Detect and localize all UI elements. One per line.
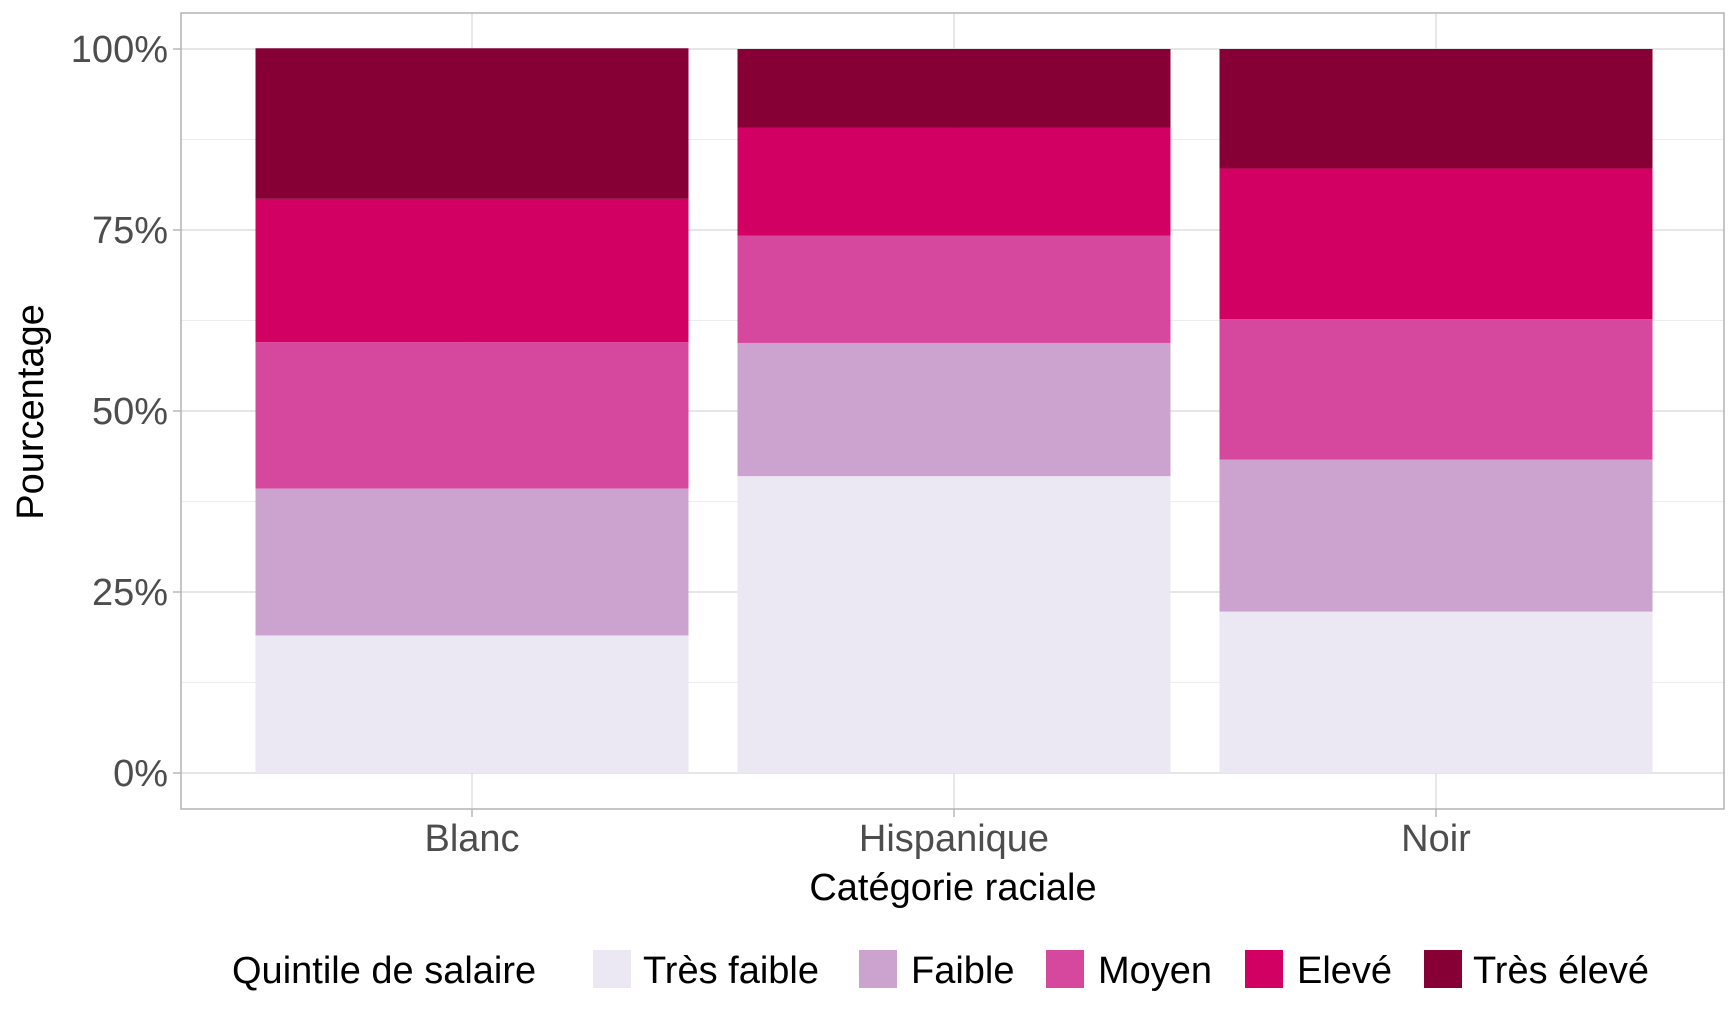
bar-segment xyxy=(1219,319,1653,460)
bars xyxy=(255,48,1653,773)
y-axis: 0% 25% 50% 75% 100% xyxy=(71,29,181,795)
legend-label: Très faible xyxy=(643,950,819,992)
legend-key xyxy=(593,950,631,988)
bar-segment xyxy=(1219,459,1653,612)
bar-segment xyxy=(255,342,689,489)
legend: Quintile de salaire Très faible Faible Moy… xyxy=(232,950,1649,992)
legend-label: Très élevé xyxy=(1473,950,1649,992)
legend-title: Quintile de salaire xyxy=(232,950,536,992)
y-tick-label: 75% xyxy=(92,210,168,252)
bar-segment xyxy=(255,198,689,343)
legend-label: Faible xyxy=(911,950,1015,992)
legend-key xyxy=(1245,950,1283,988)
bar-segment xyxy=(737,49,1171,128)
bar-segment xyxy=(255,635,689,773)
legend-label: Elevé xyxy=(1297,950,1392,992)
x-tick-label: Noir xyxy=(1401,818,1471,860)
y-axis-title: Pourcentage xyxy=(10,304,52,520)
bar-segment xyxy=(1219,49,1653,169)
x-axis: Blanc Hispanique Noir xyxy=(424,809,1471,860)
y-tick-label: 50% xyxy=(92,391,168,433)
y-tick-label: 25% xyxy=(92,572,168,614)
y-tick-label: 100% xyxy=(71,29,168,71)
bar-segment xyxy=(1219,168,1653,320)
x-axis-title: Catégorie raciale xyxy=(809,867,1096,909)
bar-segment xyxy=(255,488,689,636)
legend-key xyxy=(1424,950,1462,988)
bar-segment xyxy=(1219,611,1653,773)
bar-segment xyxy=(737,127,1171,236)
x-tick-label: Hispanique xyxy=(859,818,1049,860)
bar-segment xyxy=(255,48,689,199)
legend-label: Moyen xyxy=(1098,950,1212,992)
y-tick-label: 0% xyxy=(113,753,168,795)
legend-key xyxy=(859,950,897,988)
bar-segment xyxy=(737,235,1171,343)
bar-segment xyxy=(737,342,1171,477)
bar-segment xyxy=(737,476,1171,773)
x-tick-label: Blanc xyxy=(424,818,519,860)
legend-key xyxy=(1046,950,1084,988)
